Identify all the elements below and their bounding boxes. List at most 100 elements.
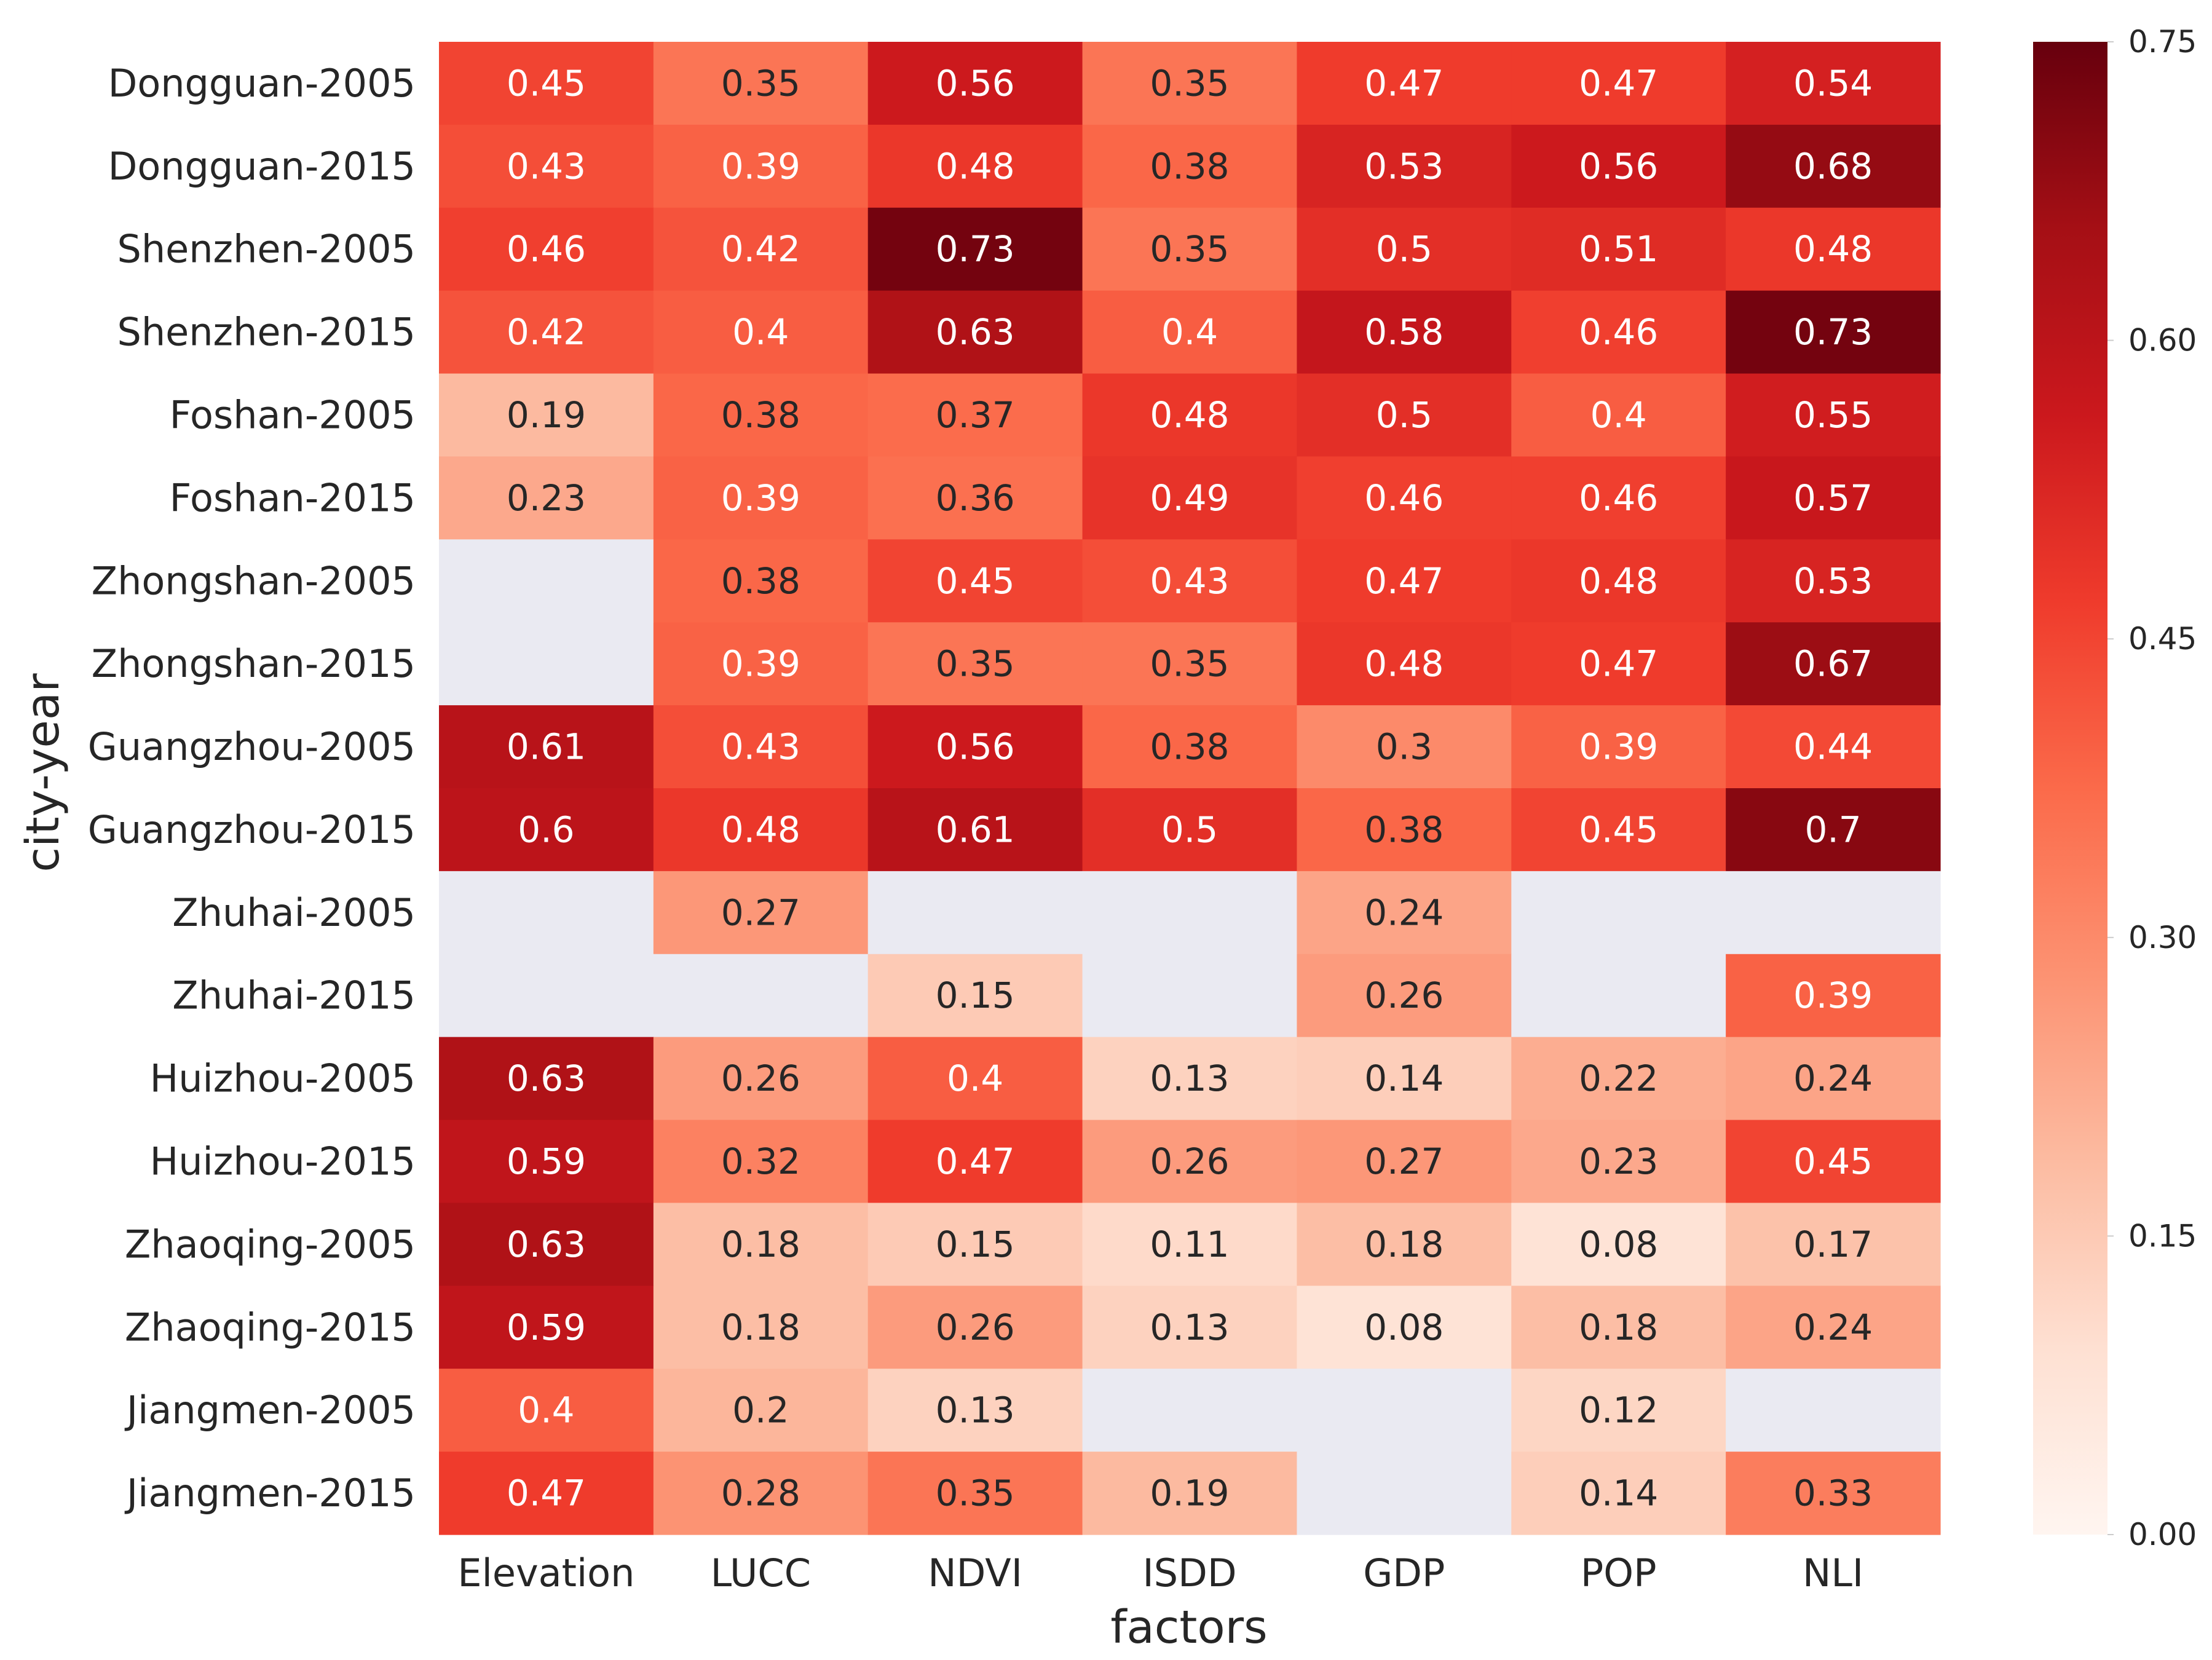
heatmap-cell — [1511, 42, 1726, 125]
heatmap-cell — [439, 705, 654, 789]
heatmap-cell — [1297, 871, 1512, 955]
heatmap-cell-label: 0.36 — [936, 477, 1015, 519]
heatmap-cell-label: 0.67 — [1793, 643, 1873, 685]
heatmap-cell — [653, 207, 869, 291]
heatmap-cell-label: 0.58 — [1364, 311, 1444, 353]
heatmap-cell — [1511, 539, 1726, 623]
heatmap-cell — [867, 1452, 1083, 1535]
row-label: Huizhou-2005 — [150, 1056, 416, 1101]
heatmap-cell-label: 0.33 — [1793, 1472, 1873, 1514]
heatmap-cell-label: 0.17 — [1793, 1223, 1873, 1265]
heatmap-cell-empty — [439, 622, 654, 706]
heatmap-cell — [867, 539, 1083, 623]
row-label: Zhuhai-2005 — [172, 890, 416, 935]
heatmap-cell-label: 0.42 — [721, 228, 800, 270]
heatmap-cell — [1082, 456, 1298, 540]
heatmap-cell-label: 0.53 — [1364, 145, 1444, 187]
heatmap-cell-label: 0.51 — [1579, 228, 1658, 270]
heatmap-cell — [1726, 124, 1941, 208]
heatmap-cell — [1726, 1286, 1941, 1369]
row-label: Zhaoqing-2015 — [125, 1305, 416, 1350]
heatmap-cell-label: 0.56 — [1579, 145, 1658, 187]
heatmap-cell — [867, 42, 1083, 125]
column-labels: Elevation LUCC NDVI ISDD GDP POP NLI — [457, 1551, 1863, 1595]
heatmap-cell-label: 0.35 — [936, 1472, 1015, 1514]
heatmap-cell — [1511, 456, 1726, 540]
heatmap-cell — [653, 373, 869, 457]
heatmap-cell-label: 0.35 — [936, 643, 1015, 685]
row-label: Zhongshan-2005 — [92, 558, 416, 603]
heatmap-cell — [1297, 290, 1512, 374]
heatmap-cell-label: 0.56 — [936, 62, 1015, 104]
heatmap-cell — [653, 1203, 869, 1286]
colorbar-ticks: 0.00 0.15 0.30 0.45 0.60 0.75 — [2107, 24, 2197, 1552]
heatmap-cell — [1726, 788, 1941, 872]
heatmap-cell — [1726, 1120, 1941, 1204]
heatmap-cell — [1082, 1037, 1298, 1121]
heatmap-cell-label: 0.45 — [936, 560, 1015, 602]
heatmap-cell — [1297, 622, 1512, 706]
heatmap-cell-label: 0.47 — [1364, 560, 1444, 602]
heatmap-cell — [653, 871, 869, 955]
heatmap-cell-label: 0.24 — [1793, 1306, 1873, 1348]
heatmap-cell — [1082, 788, 1298, 872]
heatmap-cell-label: 0.46 — [1579, 477, 1658, 519]
heatmap-cell — [1726, 207, 1941, 291]
heatmap-cell-label: 0.39 — [721, 145, 800, 187]
heatmap-cell-label: 0.5 — [1376, 394, 1432, 436]
heatmap-cell-empty — [1511, 954, 1726, 1038]
heatmap-cell — [439, 373, 654, 457]
heatmap-cell-label: 0.59 — [507, 1306, 586, 1348]
heatmap-cell — [1511, 373, 1726, 457]
heatmap-cell — [867, 954, 1083, 1038]
heatmap-cell — [1511, 1369, 1726, 1452]
heatmap-cell-label: 0.37 — [936, 394, 1015, 436]
column-label: NLI — [1803, 1551, 1863, 1595]
heatmap-cell — [653, 539, 869, 623]
heatmap-cell-label: 0.59 — [507, 1140, 586, 1182]
heatmap-cell-empty — [1082, 1369, 1298, 1452]
heatmap-cell-empty — [1297, 1369, 1512, 1452]
heatmap-cell-label: 0.45 — [1579, 808, 1658, 850]
heatmap-cell — [1726, 1037, 1941, 1121]
heatmap-cell — [653, 1286, 869, 1369]
heatmap-cell — [653, 1037, 869, 1121]
heatmap-cell-label: 0.4 — [732, 311, 789, 353]
heatmap-cell-label: 0.13 — [1150, 1306, 1229, 1348]
row-label: Dongguan-2005 — [108, 61, 416, 106]
heatmap-cell — [1726, 1452, 1941, 1535]
heatmap-cell-label: 0.57 — [1793, 477, 1873, 519]
heatmap-cell-label: 0.48 — [936, 145, 1015, 187]
x-axis-title: factors — [1110, 1601, 1267, 1654]
heatmap-cell-label: 0.27 — [1364, 1140, 1444, 1182]
colorbar-tick-label: 0.00 — [2128, 1517, 2197, 1552]
row-label: Foshan-2015 — [170, 475, 416, 520]
heatmap-cell — [653, 788, 869, 872]
heatmap-cell — [1726, 622, 1941, 706]
heatmap-cell-label: 0.61 — [936, 808, 1015, 850]
heatmap-cell — [1082, 42, 1298, 125]
heatmap-cell — [439, 788, 654, 872]
heatmap-cell-label: 0.5 — [1161, 808, 1218, 850]
column-label: NDVI — [928, 1551, 1022, 1595]
heatmap-cell — [1082, 1286, 1298, 1369]
heatmap-cell-label: 0.23 — [1579, 1140, 1658, 1182]
heatmap-cell — [1297, 373, 1512, 457]
heatmap-cell — [1511, 705, 1726, 789]
y-axis-title: city-year — [17, 673, 69, 872]
heatmap-cell — [653, 42, 869, 125]
heatmap-cell-label: 0.5 — [1376, 228, 1432, 270]
heatmap-cell-label: 0.13 — [1150, 1057, 1229, 1099]
heatmap-cell — [653, 705, 869, 789]
heatmap-cell-label: 0.38 — [1364, 808, 1444, 850]
heatmap-cell-label: 0.46 — [1579, 311, 1658, 353]
heatmap-cell — [1726, 290, 1941, 374]
heatmap-cell-label: 0.63 — [507, 1057, 586, 1099]
heatmap-cell — [867, 124, 1083, 208]
colorbar-tick-label: 0.15 — [2128, 1218, 2197, 1254]
heatmap-cell — [867, 1286, 1083, 1369]
heatmap-cell-label: 0.18 — [721, 1306, 800, 1348]
heatmap-cell — [1511, 1203, 1726, 1286]
row-label: Shenzhen-2005 — [117, 227, 416, 272]
heatmap-cell — [1297, 705, 1512, 789]
